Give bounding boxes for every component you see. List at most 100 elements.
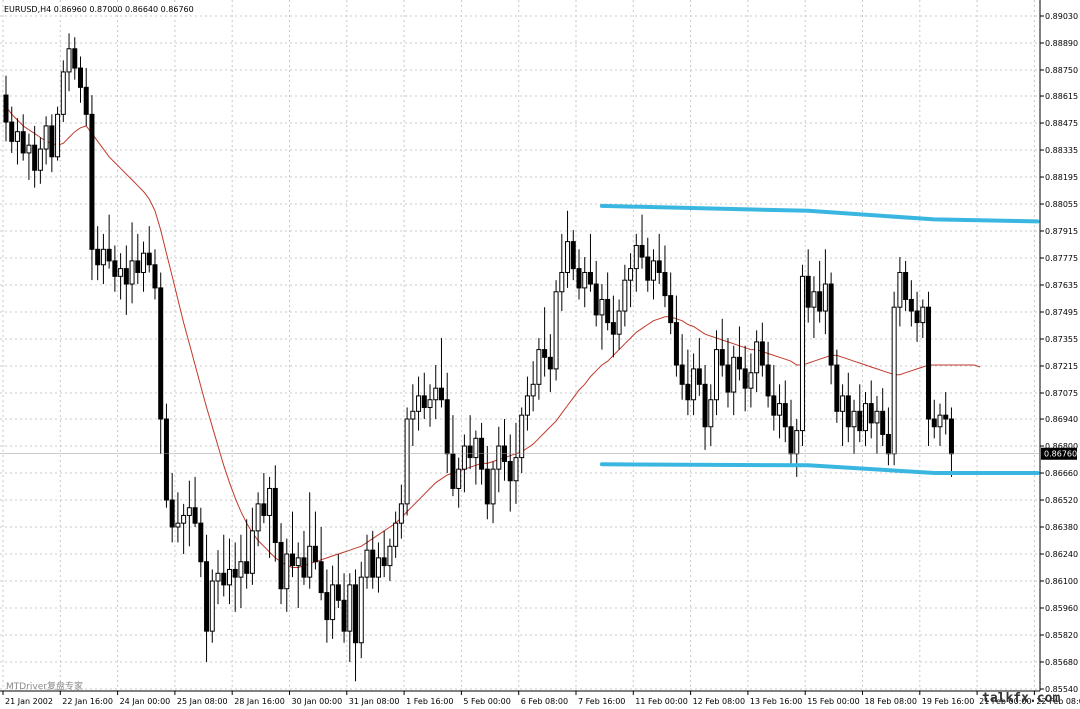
candle-body-bull xyxy=(582,271,588,289)
candle xyxy=(387,538,393,582)
candlestick-series xyxy=(3,33,954,682)
candle-body-bear xyxy=(685,383,691,401)
candle xyxy=(341,573,347,643)
candle-body-bear xyxy=(158,287,164,420)
candle xyxy=(353,569,359,682)
candle xyxy=(679,334,685,400)
time-tick-label: 28 Jan 16:00 xyxy=(234,697,285,706)
time-tick-label: 1 Feb 16:00 xyxy=(406,697,453,706)
candle-body-bull xyxy=(255,503,261,532)
candle xyxy=(685,349,691,416)
candle xyxy=(519,407,525,474)
candle-body-bear xyxy=(49,125,55,158)
candle-body-bear xyxy=(593,283,599,316)
candle-body-bull xyxy=(26,144,32,154)
channel-line-upper[interactable] xyxy=(599,203,1040,224)
channel-line-lower[interactable] xyxy=(599,462,1040,475)
candle-body-bull xyxy=(284,553,290,590)
candle-body-bull xyxy=(897,271,903,308)
candle xyxy=(370,530,376,589)
price-tick-label: 0.87635 xyxy=(1045,281,1078,290)
candle-body-bear xyxy=(576,268,582,289)
candle-body-bear xyxy=(450,453,456,489)
candle-body-bear xyxy=(926,306,932,420)
candle xyxy=(37,137,43,184)
candle xyxy=(152,249,158,300)
candle-body-bear xyxy=(112,260,118,277)
candle xyxy=(845,372,851,443)
time-tick-label: 22 Feb 08:00 xyxy=(1036,697,1080,706)
talkfx-logo: talkfx.com xyxy=(982,691,1060,706)
candle xyxy=(908,280,914,327)
candle-body-bear xyxy=(542,349,548,358)
price-tick-label: 0.86520 xyxy=(1045,496,1078,505)
time-tick-label: 30 Jan 00:00 xyxy=(292,697,343,706)
candle-body-bull xyxy=(364,549,370,578)
candle xyxy=(840,384,846,447)
candle xyxy=(330,565,336,639)
price-tick-label: 0.85680 xyxy=(1045,658,1078,667)
candle-body-bull xyxy=(181,514,187,524)
price-tick-label: 0.86380 xyxy=(1045,523,1078,532)
candle xyxy=(616,299,622,350)
candle xyxy=(496,426,502,493)
candle-body-bear xyxy=(857,410,863,432)
candle xyxy=(20,114,26,161)
candle xyxy=(175,492,181,543)
candle xyxy=(226,538,232,605)
candle-body-bear xyxy=(312,545,318,563)
candle-body-bear xyxy=(696,368,702,385)
candle xyxy=(421,372,427,420)
candle-body-bear xyxy=(673,322,679,366)
candle xyxy=(461,434,467,493)
candle xyxy=(301,530,307,585)
price-tick-label: 0.86660 xyxy=(1045,469,1078,478)
candle-body-bull xyxy=(456,468,462,489)
time-tick-label: 11 Feb 00:00 xyxy=(635,697,687,706)
candle-body-bear xyxy=(32,144,38,171)
candle xyxy=(249,507,255,585)
candle xyxy=(851,399,857,454)
candle-body-bear xyxy=(948,418,954,455)
candle-body-bear xyxy=(444,399,450,455)
last-price-badge xyxy=(1041,447,1077,460)
candle xyxy=(290,511,295,578)
candle-body-bear xyxy=(570,241,576,270)
candle xyxy=(335,554,341,609)
candle-body-bear xyxy=(668,295,674,324)
price-tick-label: 0.85960 xyxy=(1045,604,1078,613)
candle xyxy=(118,253,124,300)
channel-lines xyxy=(599,203,1040,475)
price-tick-label: 0.88750 xyxy=(1045,66,1078,75)
last-price-label: 0.86760 xyxy=(1044,450,1077,459)
candle xyxy=(106,214,112,269)
candle xyxy=(828,272,834,385)
price-tick-label: 0.88055 xyxy=(1045,200,1078,209)
candle xyxy=(72,37,78,80)
candle xyxy=(857,384,863,443)
time-tick-label: 19 Feb 16:00 xyxy=(922,697,974,706)
candle-body-bull xyxy=(238,561,244,578)
candle-body-bear xyxy=(845,395,851,428)
candle xyxy=(553,280,559,381)
price-tick-label: 0.89030 xyxy=(1045,12,1078,21)
candle xyxy=(26,133,32,180)
candle xyxy=(754,330,760,393)
candle-body-bear xyxy=(152,264,158,289)
candle-body-bear xyxy=(656,260,662,273)
candle-body-bear xyxy=(318,561,324,594)
price-tick-label: 0.88335 xyxy=(1045,146,1078,155)
candle-body-bull xyxy=(129,260,135,285)
candle-body-bull xyxy=(66,48,72,73)
candle xyxy=(822,249,828,335)
candle xyxy=(456,457,462,508)
candle-body-bear xyxy=(467,445,473,459)
candle-body-bear xyxy=(370,549,376,578)
candle-body-bear xyxy=(341,599,347,632)
candle xyxy=(158,272,164,454)
candle-body-bear xyxy=(290,553,295,567)
candle-body-bull xyxy=(215,572,221,582)
time-tick-label: 31 Jan 08:00 xyxy=(349,697,400,706)
candle-body-bear xyxy=(169,499,175,528)
